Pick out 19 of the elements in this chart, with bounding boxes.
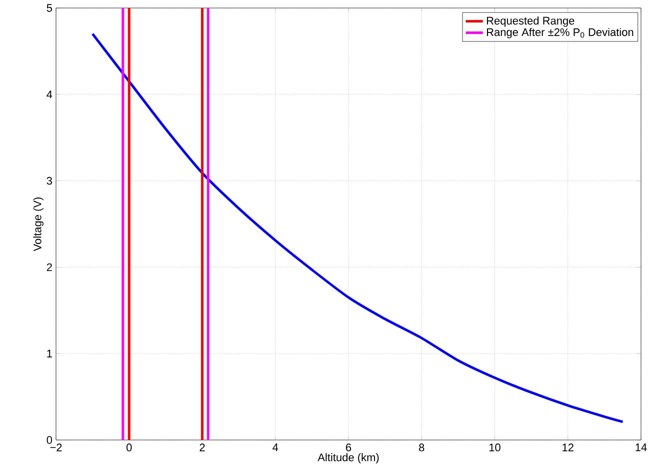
legend-label: Range After ±2% P$_{0}$ Deviation [486,28,634,38]
x-tick-label: 14 [636,444,647,452]
y-tick-label: 1 [47,350,52,358]
x-tick-label: 8 [419,444,424,452]
legend-label: Requested Range [486,16,574,27]
y-tick-label: 5 [46,4,52,12]
x-tick-label: 10 [489,444,500,452]
x-tick-label: 0 [126,444,132,452]
y-tick-label: 2 [46,263,52,272]
y-tick-label: 0 [46,436,52,444]
y-axis-title: Voltage (V) [33,197,44,252]
x-tick-label: 12 [562,444,574,452]
y-tick-label: 4 [46,90,52,98]
x-tick-label: 2 [200,444,205,452]
x-tick-label: −2 [50,444,62,452]
x-tick-label: 4 [272,444,278,452]
x-axis-title: Altitude (km) [318,453,379,464]
y-tick-label: 3 [46,176,52,185]
x-tick-label: 6 [346,444,352,452]
